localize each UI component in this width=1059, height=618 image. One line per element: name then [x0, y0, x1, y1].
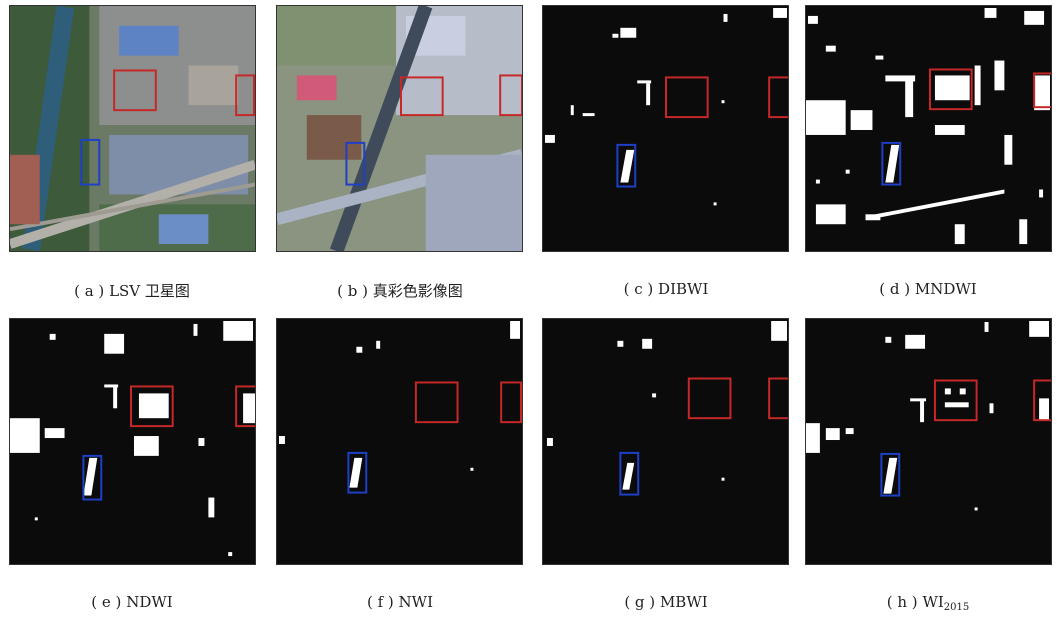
caption-a: ( a ) LSV 卫星图: [74, 282, 190, 300]
mbwi-water-map: [543, 319, 788, 564]
dibwi-water-map: [543, 6, 788, 251]
satellite-image: [10, 6, 255, 251]
caption-g: ( g ) MBWI: [624, 593, 708, 611]
panel-f-nwi: [276, 318, 523, 565]
wi2015-water-map: [806, 319, 1051, 564]
caption-c: ( c ) DIBWI: [623, 280, 709, 298]
mndwi-water-map: [806, 6, 1051, 251]
panel-c-dibwi: [542, 5, 789, 252]
caption-d: ( d ) MNDWI: [879, 280, 977, 298]
panel-d-mndwi: [805, 5, 1052, 252]
panel-g-mbwi: [542, 318, 789, 565]
ndwi-water-map: [10, 319, 255, 564]
panel-a-satellite-map: [9, 5, 256, 252]
nwi-water-map: [277, 319, 522, 564]
caption-h: ( h ) WI2015: [886, 593, 970, 613]
caption-b: ( b ) 真彩色影像图: [337, 282, 463, 300]
panel-b-true-color-image: [276, 5, 523, 252]
panel-h-wi2015: [805, 318, 1052, 565]
caption-f: ( f ) NWI: [366, 593, 434, 611]
true-color-image: [277, 6, 522, 251]
caption-e: ( e ) NDWI: [91, 593, 173, 611]
panel-e-ndwi: [9, 318, 256, 565]
